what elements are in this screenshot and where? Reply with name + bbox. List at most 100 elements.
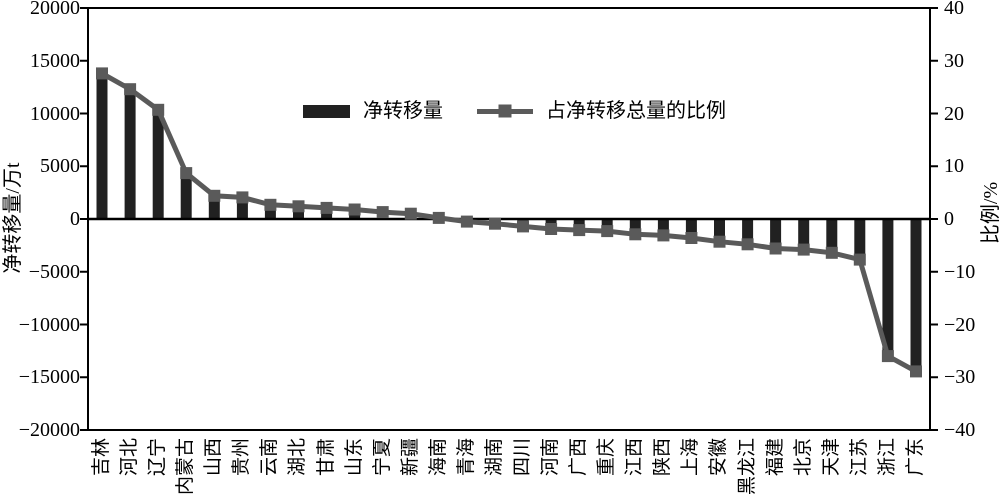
legend-label-bar: 净转移量 <box>363 100 443 122</box>
legend-item-bar: 净转移量 <box>303 100 443 122</box>
ratio-marker <box>517 220 529 233</box>
bar <box>180 174 192 219</box>
y-left-tick-label: −10000 <box>18 313 80 336</box>
y-right-tick-label: 10 <box>944 155 964 178</box>
x-category-label: 重庆 <box>596 438 618 477</box>
ratio-marker <box>853 253 866 266</box>
x-category-label: 新疆 <box>399 438 421 477</box>
ratio-marker <box>545 223 558 235</box>
ratio-marker <box>236 191 249 204</box>
y-right-tick-label: 30 <box>944 49 964 72</box>
bar <box>770 219 782 248</box>
x-category-label: 四川 <box>512 438 533 477</box>
x-category-label: 山西 <box>203 438 225 477</box>
x-category-label: 山东 <box>343 438 365 477</box>
ratio-marker <box>180 167 193 180</box>
x-category-label: 江苏 <box>848 438 870 477</box>
bar <box>714 219 725 242</box>
ratio-marker <box>152 103 165 116</box>
bar <box>657 219 669 235</box>
y-right-tick-label: −40 <box>944 419 976 441</box>
ratio-marker <box>797 243 810 256</box>
ratio-marker <box>292 200 305 213</box>
y-right-tick-label: 20 <box>944 102 964 125</box>
y-left-tick-label: −20000 <box>18 419 80 441</box>
ratio-marker <box>96 67 108 80</box>
bar <box>685 219 697 238</box>
x-category-label: 福建 <box>764 438 786 477</box>
x-category-label: 河南 <box>540 438 562 477</box>
x-category-label: 广西 <box>568 438 590 477</box>
bar <box>601 219 613 231</box>
x-category-label: 江西 <box>624 438 646 477</box>
y-right-tick-label: 40 <box>944 0 964 19</box>
x-category-label: 云南 <box>259 438 281 477</box>
legend-label-line: 占净转移总量的比例 <box>546 100 726 122</box>
bar <box>96 77 108 219</box>
x-category-label: 上海 <box>680 438 702 477</box>
y-left-tick-label: 20000 <box>30 0 80 19</box>
ratio-marker <box>713 235 726 248</box>
bar <box>854 219 866 259</box>
legend-item-line: 占净转移总量的比例 <box>477 100 726 122</box>
bar <box>236 197 248 219</box>
x-category-label: 内蒙古 <box>175 438 197 496</box>
y-right-tick-label: −20 <box>944 313 976 336</box>
x-category-label: 北京 <box>792 438 814 477</box>
x-category-label: 辽宁 <box>147 438 169 477</box>
right-axis-title: 比例/% <box>980 181 1000 245</box>
x-category-label: 海南 <box>427 438 449 477</box>
bar <box>910 219 922 367</box>
x-category-label: 宁夏 <box>371 438 393 477</box>
ratio-marker <box>460 215 473 228</box>
x-category-label: 天津 <box>820 438 842 477</box>
x-category-label: 湖北 <box>287 438 309 477</box>
ratio-marker <box>348 203 361 216</box>
x-category-label: 湖南 <box>484 438 505 477</box>
bar <box>629 219 641 234</box>
bar <box>882 219 894 352</box>
x-category-label: 贵州 <box>231 438 253 477</box>
x-category-label: 黑龙江 <box>736 438 758 496</box>
ratio-marker <box>320 201 333 214</box>
bar <box>152 113 164 219</box>
y-left-tick-label: 15000 <box>30 49 80 72</box>
ratio-marker <box>685 232 698 244</box>
bar <box>124 93 136 219</box>
x-category-label: 青海 <box>455 438 477 477</box>
ratio-marker <box>601 225 614 238</box>
line-series-swatch <box>477 104 533 118</box>
x-category-label: 浙江 <box>876 438 898 477</box>
bar <box>826 219 838 252</box>
y-right-tick-label: −30 <box>944 366 976 389</box>
ratio-marker <box>741 238 754 251</box>
ratio-marker <box>264 198 277 211</box>
ratio-marker <box>208 189 221 202</box>
y-left-tick-label: −15000 <box>18 366 80 389</box>
y-left-tick-label: 5000 <box>40 155 80 178</box>
left-axis-title: 净转移量/万t <box>2 162 24 274</box>
ratio-marker <box>124 83 137 96</box>
bar <box>264 205 276 219</box>
ratio-marker <box>657 229 670 242</box>
ratio-marker <box>629 228 642 241</box>
x-category-label: 河北 <box>119 438 141 477</box>
ratio-marker <box>769 242 782 255</box>
y-left-tick-label: 0 <box>70 208 80 230</box>
x-category-label: 陕西 <box>652 438 674 477</box>
x-category-label: 吉林 <box>91 438 112 477</box>
y-right-tick-label: −10 <box>944 260 976 283</box>
ratio-marker <box>404 207 417 220</box>
ratio-marker <box>881 350 894 363</box>
ratio-marker <box>489 217 501 230</box>
ratio-marker <box>376 206 389 219</box>
x-category-label: 甘肃 <box>315 438 337 477</box>
bar <box>293 206 304 219</box>
ratio-marker <box>825 246 838 259</box>
y-right-tick-label: 0 <box>944 208 954 230</box>
bar <box>742 219 754 244</box>
ratio-marker <box>432 211 445 224</box>
line-swatch-marker <box>498 104 512 118</box>
